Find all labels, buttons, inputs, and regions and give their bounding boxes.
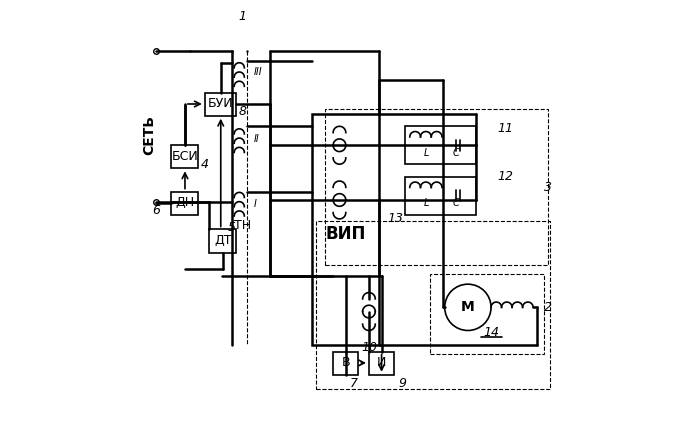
FancyBboxPatch shape (405, 177, 476, 215)
Text: L: L (424, 148, 429, 158)
Text: ДН: ДН (176, 197, 195, 209)
FancyBboxPatch shape (171, 192, 198, 215)
Text: II: II (254, 134, 260, 144)
Text: 8: 8 (239, 105, 246, 118)
Text: БСИ: БСИ (172, 150, 198, 163)
Text: БУИ: БУИ (208, 98, 234, 110)
Text: 4: 4 (200, 158, 209, 171)
Text: 14: 14 (483, 326, 499, 339)
Text: 10: 10 (361, 341, 377, 354)
Bar (325, 109, 548, 265)
Text: И: И (377, 357, 386, 369)
FancyBboxPatch shape (171, 145, 198, 168)
FancyBboxPatch shape (369, 352, 394, 375)
Text: 9: 9 (398, 377, 407, 389)
Text: 6: 6 (153, 204, 160, 217)
Text: СЕТЬ: СЕТЬ (142, 115, 156, 155)
Text: 5: 5 (228, 221, 236, 234)
Text: III: III (254, 67, 262, 77)
Bar (430, 274, 544, 354)
Bar (316, 221, 550, 389)
Text: L: L (424, 198, 429, 208)
Text: C: C (453, 198, 460, 208)
FancyBboxPatch shape (405, 126, 476, 164)
FancyBboxPatch shape (209, 229, 237, 253)
Text: 1: 1 (239, 11, 246, 23)
Text: М: М (461, 300, 475, 314)
Text: ДТ: ДТ (214, 234, 232, 247)
Text: В: В (342, 357, 350, 369)
Text: 3: 3 (544, 181, 552, 194)
Text: ТН: ТН (234, 219, 251, 232)
FancyBboxPatch shape (312, 114, 379, 345)
Text: I: I (254, 199, 257, 209)
Text: C: C (453, 148, 460, 158)
Text: 2: 2 (544, 301, 552, 314)
Text: 13: 13 (388, 213, 404, 225)
FancyBboxPatch shape (333, 352, 358, 375)
FancyBboxPatch shape (205, 93, 237, 116)
Text: 7: 7 (350, 377, 358, 389)
Text: 11: 11 (497, 122, 513, 135)
Text: ВИП: ВИП (326, 225, 366, 242)
Text: 12: 12 (497, 171, 513, 183)
